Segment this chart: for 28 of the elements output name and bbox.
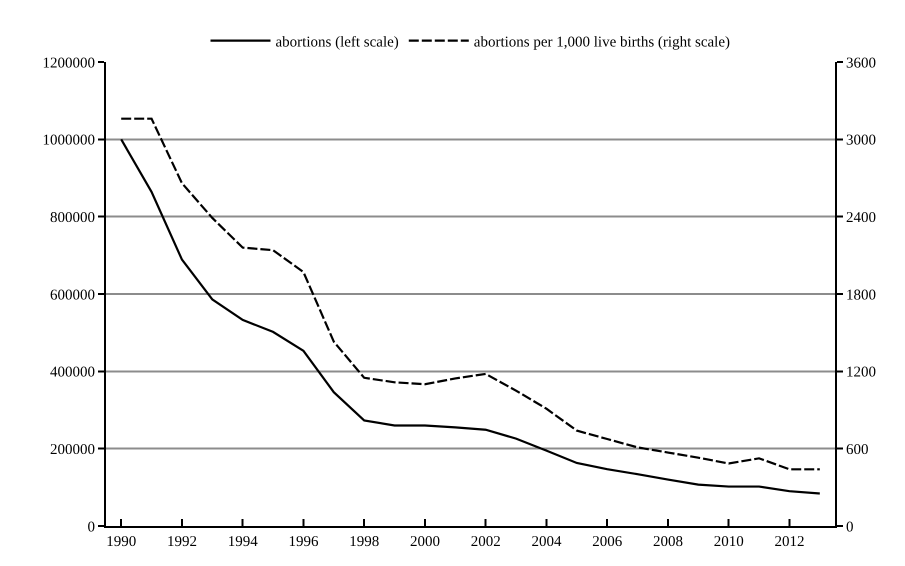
- x-tick-label: 1996: [288, 534, 319, 550]
- y2-tick-label: 1800: [846, 287, 876, 304]
- x-tick-label: 1994: [228, 534, 258, 550]
- x-tick-label: 1992: [166, 534, 197, 550]
- y2-tick-label: 0: [846, 519, 854, 536]
- y2-tick-label: 3000: [846, 132, 876, 149]
- y-tick-label: 400000: [50, 364, 95, 381]
- y-tick-label: 1000000: [42, 132, 95, 149]
- x-tick-label: 2002: [470, 534, 501, 550]
- y2-tick-label: 600: [846, 442, 868, 458]
- x-tick-label: 2012: [774, 534, 804, 550]
- x-tick-label: 2000: [410, 534, 440, 550]
- y2-tick-label: 1200: [846, 364, 876, 381]
- y-tick-label: 1200000: [42, 55, 95, 72]
- x-tick-label: 2008: [652, 534, 683, 550]
- y-tick-label: 600000: [50, 287, 95, 304]
- y-tick-label: 800000: [50, 210, 95, 226]
- legend-label: abortions per 1,000 live births (right scale): [474, 34, 730, 50]
- x-tick-label: 1990: [106, 534, 136, 550]
- x-tick-label: 2006: [592, 534, 623, 550]
- y-tick-label: 200000: [50, 442, 95, 458]
- y2-tick-label: 2400: [846, 210, 876, 226]
- x-tick-label: 2004: [531, 534, 562, 550]
- x-tick-label: 2010: [714, 534, 744, 550]
- y-tick-label: 0: [88, 519, 95, 536]
- x-tick-label: 1998: [349, 534, 380, 550]
- y2-tick-label: 3600: [846, 55, 876, 72]
- legend-label: abortions (left scale): [276, 34, 399, 50]
